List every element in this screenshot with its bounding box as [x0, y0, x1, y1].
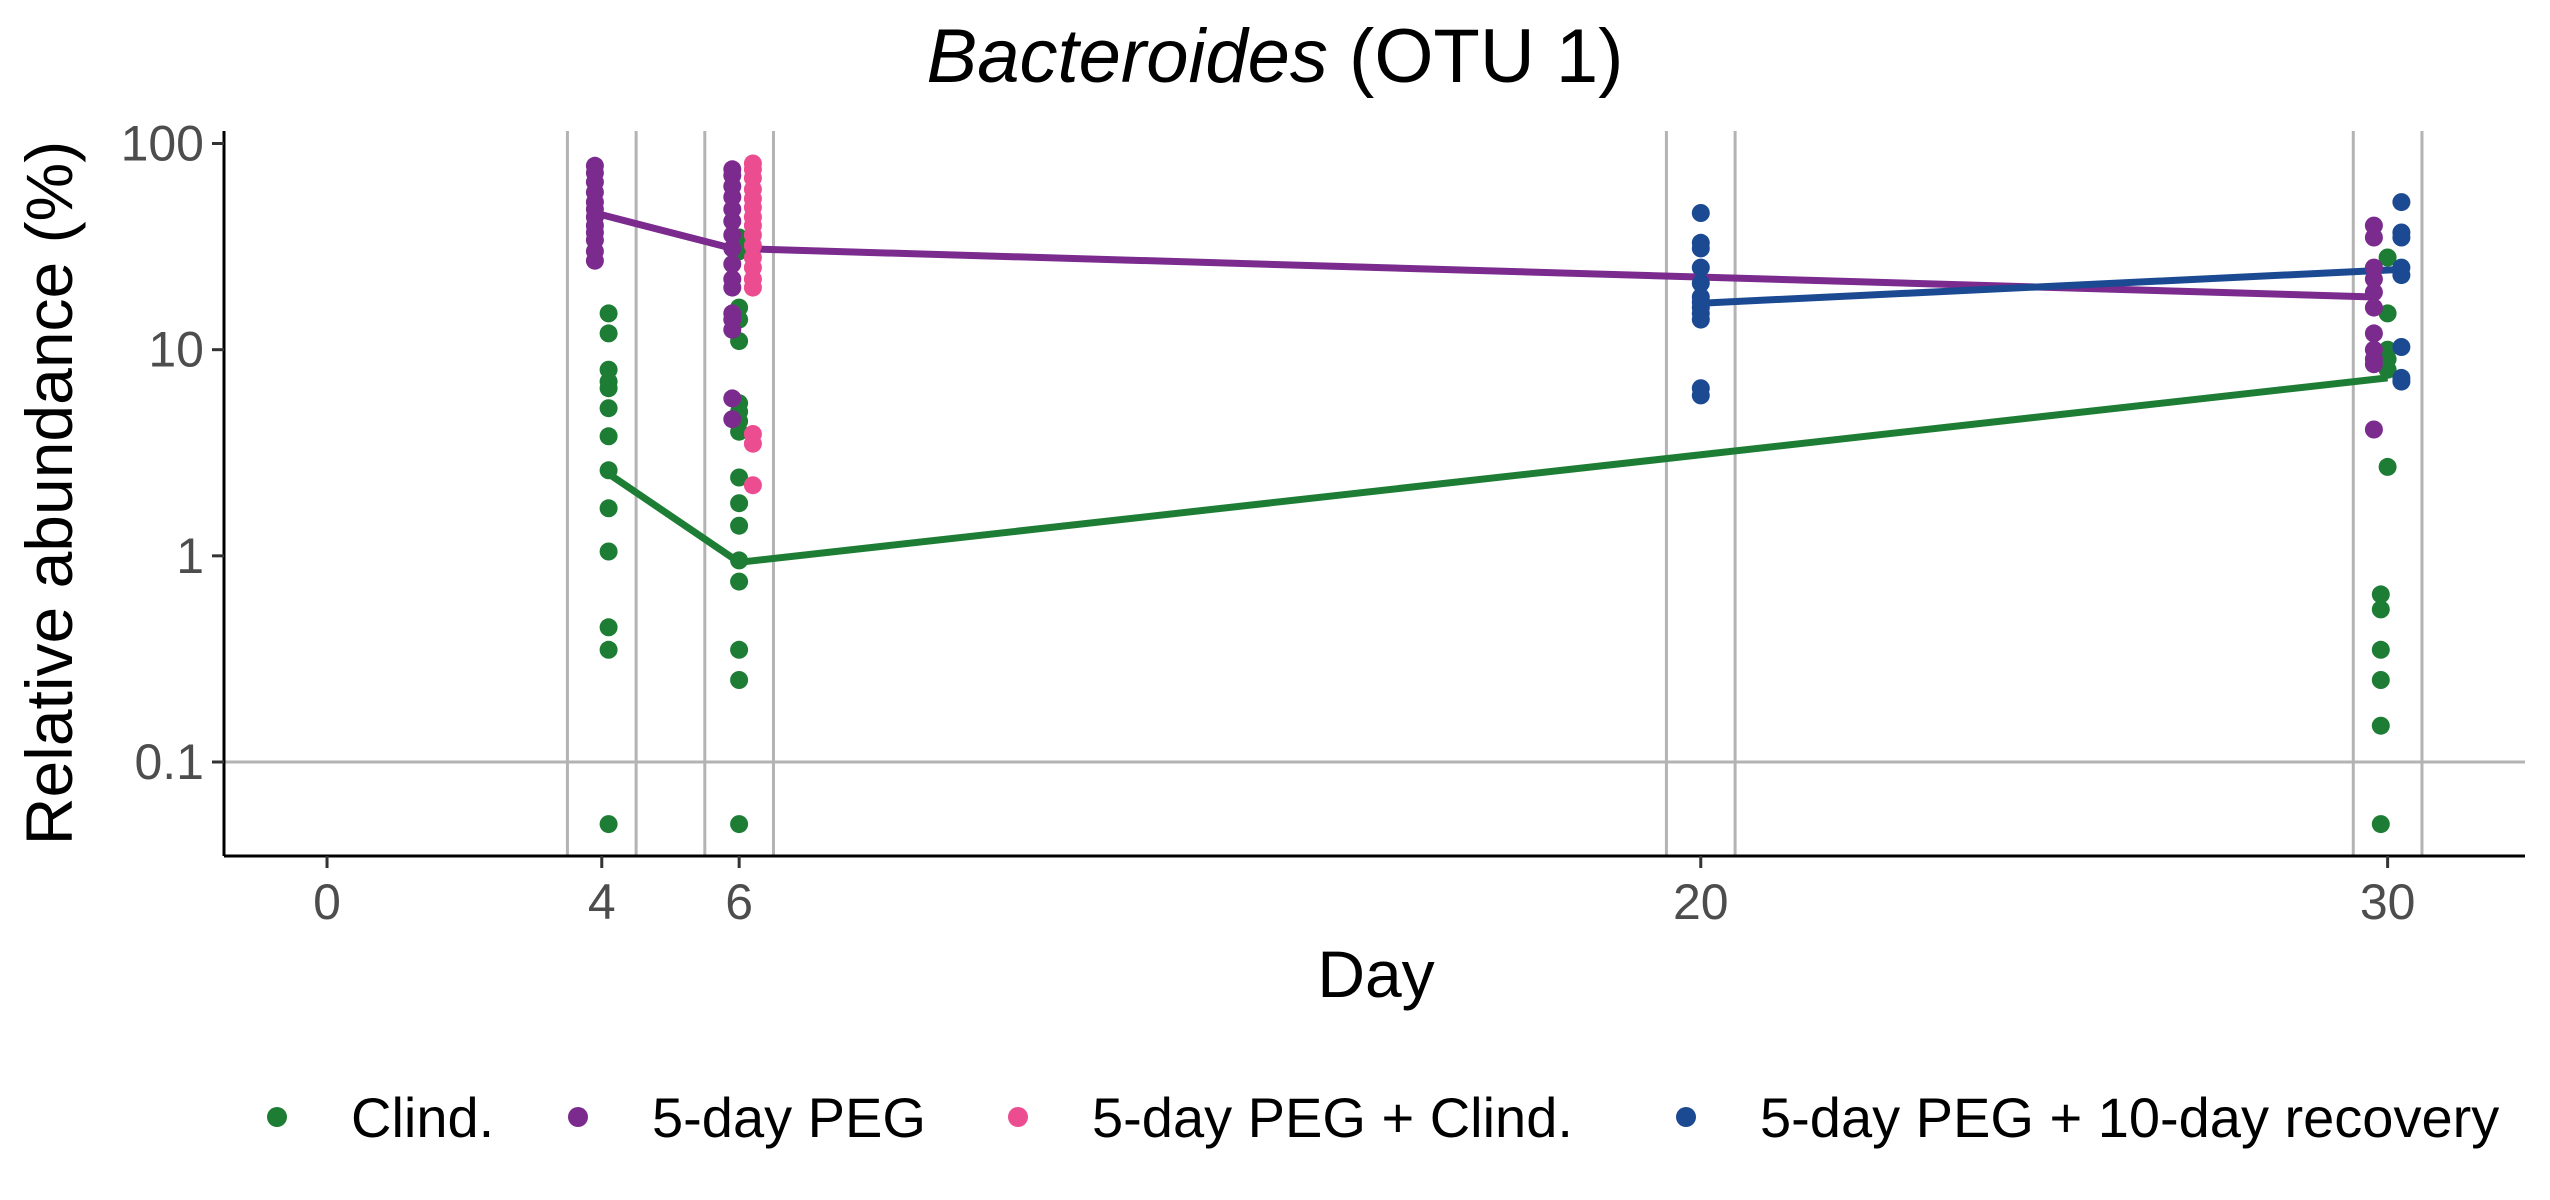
- data-point-series-0: [730, 551, 749, 570]
- data-point-series-0: [2371, 640, 2390, 659]
- data-points: [585, 154, 2411, 834]
- data-point-series-0: [599, 324, 618, 343]
- data-point-series-0: [599, 618, 618, 637]
- data-point-series-0: [730, 815, 749, 834]
- legend-label-series-0: Clind.: [351, 1086, 494, 1149]
- x-tick-label: 6: [725, 874, 753, 930]
- data-point-series-3: [2392, 338, 2411, 356]
- data-point-series-1: [2364, 270, 2383, 289]
- data-point-series-0: [599, 399, 618, 418]
- data-point-series-1: [723, 239, 742, 258]
- data-point-series-3: [1691, 386, 1710, 405]
- data-point-series-0: [599, 304, 618, 323]
- data-point-series-1: [723, 278, 742, 297]
- legend-label-series-2: 5-day PEG + Clind.: [1092, 1086, 1573, 1149]
- data-point-series-0: [2371, 585, 2390, 604]
- trend-lines: [594, 209, 2402, 566]
- data-point-series-3: [1691, 310, 1710, 329]
- data-point-series-2: [743, 434, 762, 453]
- data-point-series-1: [723, 410, 742, 429]
- data-point-series-3: [2392, 266, 2411, 285]
- legend-key-series-3: [1676, 1107, 1696, 1127]
- data-point-series-0: [2371, 600, 2390, 619]
- data-point-series-0: [599, 461, 618, 480]
- data-point-series-3: [2392, 193, 2411, 212]
- legend-key-series-0: [267, 1107, 287, 1127]
- data-point-series-1: [2364, 298, 2383, 317]
- data-point-series-0: [599, 542, 618, 561]
- x-tick-label: 0: [313, 874, 341, 930]
- trend-line-series-0: [606, 374, 2388, 566]
- y-tick-label: 0.1: [134, 734, 204, 790]
- data-point-series-3: [1691, 274, 1710, 293]
- x-axis-title: Day: [1317, 937, 1434, 1011]
- data-point-series-0: [599, 640, 618, 659]
- data-point-series-0: [730, 494, 749, 513]
- data-point-series-1: [723, 255, 742, 274]
- data-point-series-0: [730, 640, 749, 659]
- data-point-series-0: [599, 815, 618, 834]
- data-point-series-0: [730, 468, 749, 487]
- chart-title-italic: Bacteroides: [927, 14, 1328, 99]
- y-tick-label: 10: [148, 322, 204, 378]
- y-axis-title: Relative abundance (%): [12, 141, 86, 845]
- legend-label-series-3: 5-day PEG + 10-day recovery: [1760, 1086, 2499, 1149]
- data-point-series-0: [599, 379, 618, 398]
- data-point-series-1: [723, 226, 742, 244]
- y-tick-label: 1: [176, 528, 204, 584]
- legend: Clind. 5-day PEG 5-day PEG + Clind. 5-day P…: [267, 1086, 2499, 1149]
- x-tick-label: 30: [2360, 874, 2416, 930]
- x-axis-ticks: 0 4 6 20 30: [313, 856, 2415, 930]
- data-point-series-1: [723, 320, 742, 339]
- data-point-series-1: [723, 212, 742, 231]
- legend-label-series-1: 5-day PEG: [652, 1086, 926, 1149]
- data-point-series-0: [730, 572, 749, 591]
- chart-title: Bacteroides (OTU 1): [927, 14, 1624, 99]
- data-point-series-0: [730, 516, 749, 535]
- data-point-series-2: [743, 476, 762, 495]
- data-point-series-0: [2371, 716, 2390, 735]
- data-point-series-0: [2378, 457, 2397, 476]
- data-point-series-0: [2371, 815, 2390, 834]
- data-point-series-0: [2378, 304, 2397, 323]
- data-point-series-3: [1691, 204, 1710, 222]
- legend-key-series-2: [1008, 1107, 1028, 1127]
- data-point-series-3: [1691, 258, 1710, 277]
- data-point-series-2: [743, 278, 762, 297]
- y-tick-label: 100: [121, 116, 204, 172]
- data-point-series-1: [2364, 324, 2383, 343]
- data-point-series-0: [2378, 360, 2397, 379]
- y-axis-ticks: 0.1 1 10 100: [121, 116, 224, 790]
- data-point-series-1: [2364, 283, 2383, 302]
- x-tick-label: 20: [1673, 874, 1729, 930]
- data-point-series-1: [2364, 420, 2383, 439]
- x-tick-label: 4: [588, 874, 616, 930]
- chart-title-rest: (OTU 1): [1328, 14, 1624, 99]
- data-point-series-3: [2392, 372, 2411, 391]
- data-point-series-1: [723, 389, 742, 408]
- data-point-series-0: [730, 671, 749, 689]
- data-point-series-0: [2378, 248, 2397, 267]
- trend-line-series-3: [1700, 265, 2402, 307]
- data-point-series-3: [1691, 239, 1710, 258]
- legend-key-series-1: [568, 1107, 588, 1127]
- data-point-series-1: [2364, 228, 2383, 247]
- data-point-series-0: [599, 427, 618, 446]
- data-point-series-0: [599, 499, 618, 518]
- data-point-series-0: [2371, 671, 2390, 689]
- data-point-series-3: [2392, 228, 2411, 247]
- data-point-series-1: [2364, 355, 2383, 374]
- data-point-series-1: [585, 251, 604, 270]
